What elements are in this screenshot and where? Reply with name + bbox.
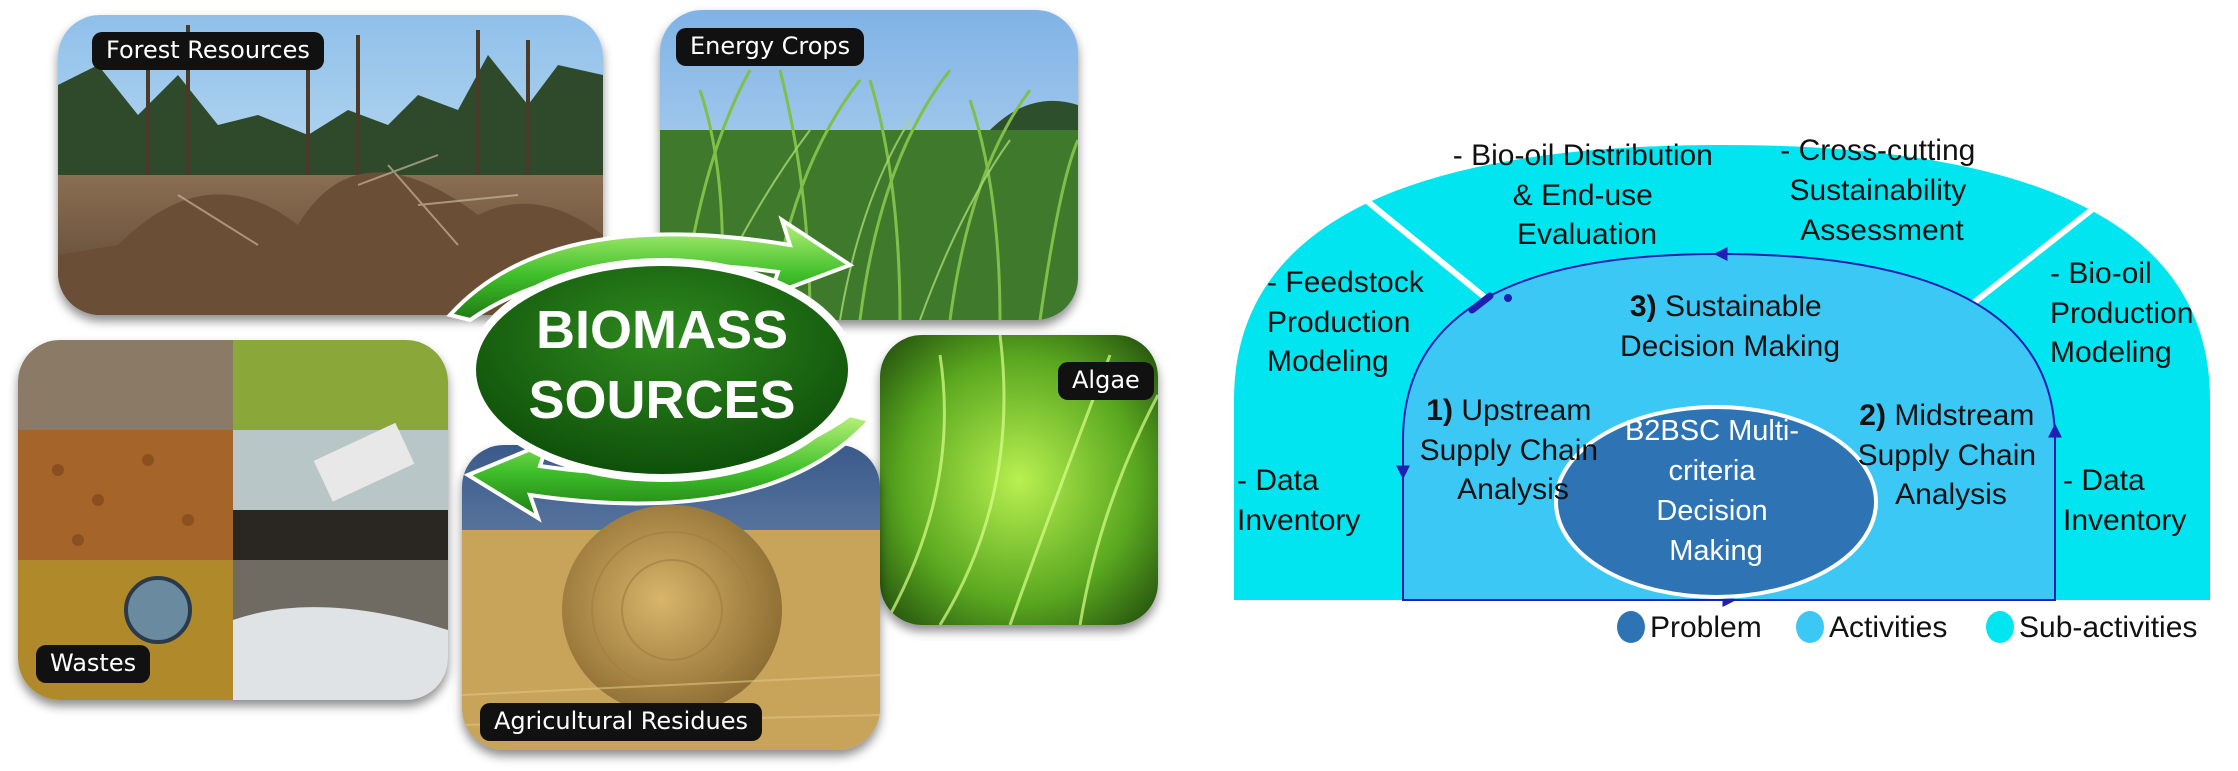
problem-text: B2BSC Multi- criteria Decision Making — [1625, 415, 1807, 567]
legend-sub-activities-label: Sub-activities — [2019, 611, 2197, 644]
bio-oil-production-text: - Bio-oil Production Modeling — [2050, 257, 2202, 369]
biomass-sources-emblem: BIOMASS SOURCES — [430, 210, 890, 530]
forest-resources-label: Forest Resources — [92, 32, 324, 70]
legend-problem-label: Problem — [1650, 611, 1762, 644]
midstream-analysis-text: 2) Midstream Supply Chain Analysis — [1858, 399, 2045, 511]
agricultural-residues-label: Agricultural Residues — [480, 703, 763, 741]
feedstock-text: - Feedstock Production Modeling — [1267, 266, 1432, 378]
boundary-dot — [1504, 294, 1512, 302]
sustainable-decision-text: 3) Sustainable Decision Making — [1620, 290, 1840, 363]
legend-activities-label: Activities — [1829, 611, 1947, 644]
bio-oil-distribution-text: - Bio-oil Distribution & End-use Evaluat… — [1453, 139, 1721, 251]
boundary-marker — [1468, 292, 1494, 314]
legend: Problem Activities Sub-activities — [1617, 611, 2197, 644]
legend-activities-swatch — [1796, 611, 1824, 643]
algae-label: Algae — [1058, 362, 1154, 400]
cross-cutting-text: - Cross-cutting Sustainability Assessmen… — [1780, 134, 1983, 247]
problem-ellipse — [1554, 405, 1878, 599]
biomass-title-line2: SOURCES — [528, 370, 795, 430]
data-inventory-right-text: - Data Inventory — [2063, 464, 2186, 537]
energy-crops-label: Energy Crops — [676, 28, 865, 66]
wastes-label: Wastes — [36, 645, 151, 683]
biomass-oval — [468, 258, 856, 482]
upstream-analysis-text: 1) Upstream Supply Chain Analysis — [1420, 394, 1607, 506]
data-inventory-left-text: - Data Inventory — [1237, 464, 1360, 537]
framework-diagram: - Bio-oil Distribution & End-use Evaluat… — [1230, 130, 2230, 650]
biomass-title-line1: BIOMASS — [536, 300, 788, 360]
legend-sub-activities-swatch — [1986, 611, 2014, 643]
wastes-photo — [18, 340, 448, 700]
legend-problem-swatch — [1617, 611, 1645, 643]
